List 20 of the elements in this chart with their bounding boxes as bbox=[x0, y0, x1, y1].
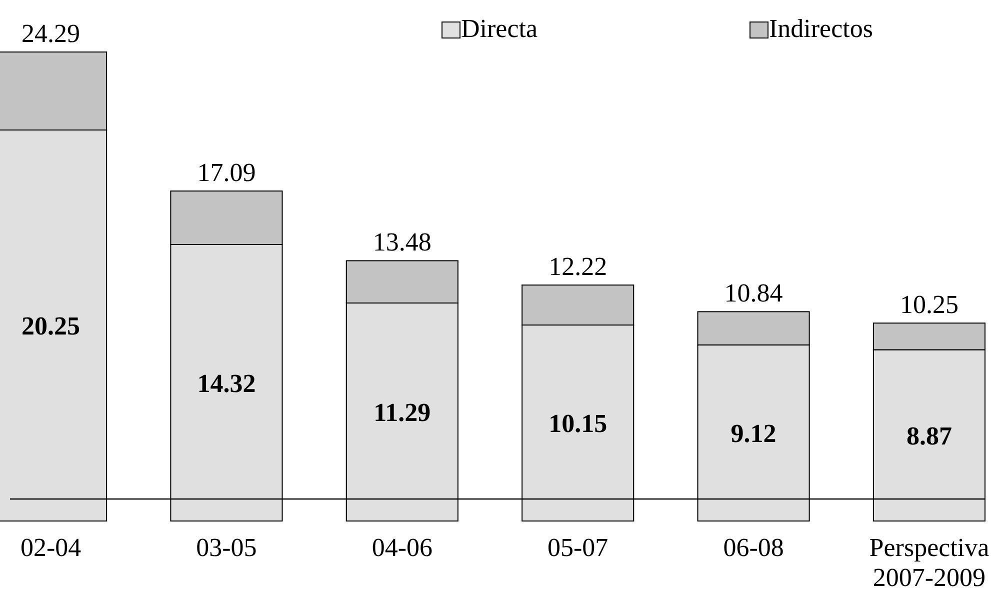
x-tick-label: 02-04 bbox=[20, 533, 82, 562]
x-tick-label: 05-07 bbox=[548, 533, 608, 562]
data-label: 10.15 bbox=[548, 409, 608, 438]
total-label: 10.25 bbox=[900, 290, 958, 320]
x-tick-label: 04-06 bbox=[372, 533, 432, 562]
data-label: 8.87 bbox=[906, 421, 952, 450]
data-label: 11.29 bbox=[374, 398, 431, 428]
data-label: 9.12 bbox=[730, 418, 776, 448]
total-label: 13.48 bbox=[372, 228, 432, 257]
total-label: 12.22 bbox=[548, 252, 608, 282]
x-tick-label: Perspectiva 2007-2009 bbox=[869, 533, 990, 592]
data-label: 20.25 bbox=[22, 312, 80, 341]
total-label: 17.09 bbox=[197, 158, 256, 188]
total-label: 24.29 bbox=[22, 19, 80, 48]
x-tick-label: 03-05 bbox=[196, 533, 257, 562]
legend-label: Directa bbox=[461, 14, 538, 43]
x-tick-label: 06-08 bbox=[723, 533, 784, 562]
data-label: 14.32 bbox=[197, 368, 256, 398]
legend-label: Indirectos bbox=[769, 14, 873, 43]
total-label: 10.84 bbox=[724, 278, 783, 308]
